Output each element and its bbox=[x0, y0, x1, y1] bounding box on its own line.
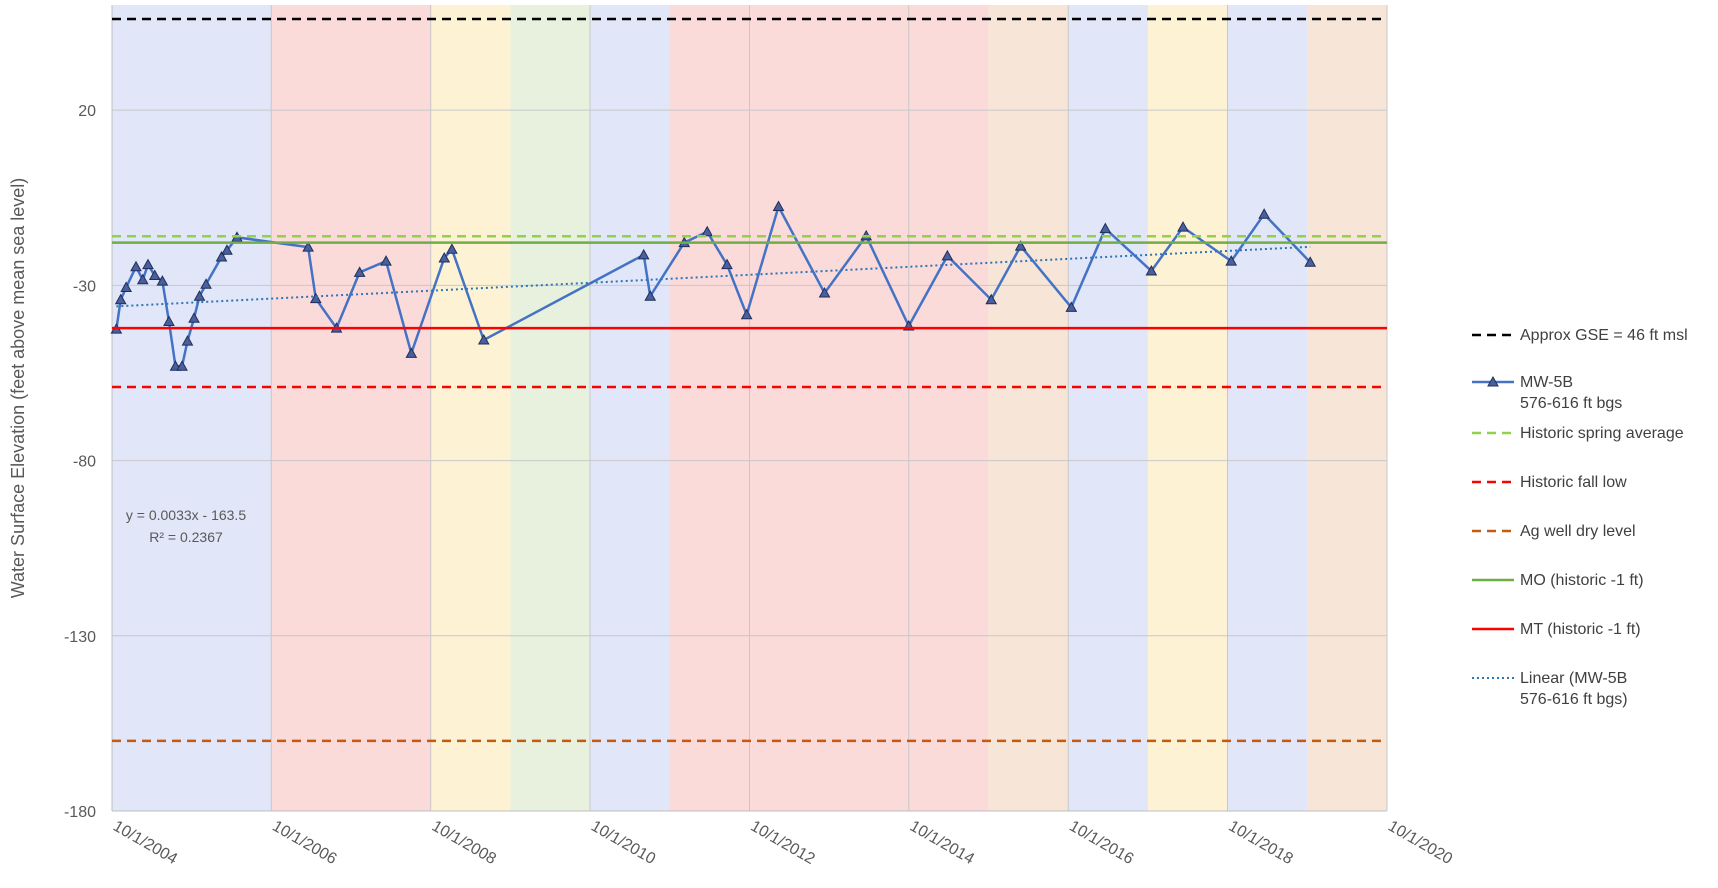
data-point bbox=[380, 255, 392, 266]
data-point bbox=[1145, 264, 1158, 276]
data-point bbox=[181, 335, 194, 346]
data-point bbox=[215, 250, 228, 262]
y-tick-label: -30 bbox=[73, 278, 96, 295]
legend-entry: Historic spring average bbox=[1470, 423, 1718, 444]
x-tick-label: 10/1/2012 bbox=[748, 818, 818, 868]
legend-entry: Historic fall low bbox=[1470, 472, 1718, 493]
legend-entry: MW-5B 576-616 ft bgs bbox=[1470, 372, 1718, 414]
x-tick-label: 10/1/2016 bbox=[1066, 818, 1136, 868]
legend-entry: MT (historic -1 ft) bbox=[1470, 619, 1718, 640]
legend-label: MT (historic -1 ft) bbox=[1520, 621, 1641, 638]
data-point bbox=[156, 275, 169, 286]
legend-swatch bbox=[1472, 578, 1514, 582]
y-tick-label: -130 bbox=[64, 629, 96, 646]
data-point bbox=[142, 258, 154, 270]
legend-swatch bbox=[1472, 627, 1514, 631]
year-band bbox=[1147, 5, 1228, 811]
trend-equation: y = 0.0033x - 163.5 bbox=[126, 507, 246, 523]
x-tick-label: 10/1/2010 bbox=[588, 818, 658, 868]
data-point bbox=[120, 281, 133, 292]
x-tick-label: 10/1/2004 bbox=[110, 818, 180, 868]
legend-label: Historic fall low bbox=[1520, 474, 1627, 491]
x-tick-label: 10/1/2018 bbox=[1226, 818, 1296, 868]
legend-marker bbox=[1487, 375, 1499, 387]
data-point bbox=[477, 333, 490, 345]
data-point bbox=[130, 260, 142, 272]
legend-label: MO (historic -1 ft) bbox=[1520, 572, 1644, 589]
legend-swatch bbox=[1472, 480, 1514, 484]
year-band bbox=[1307, 5, 1387, 811]
year-band bbox=[988, 5, 1069, 811]
data-point bbox=[701, 225, 714, 237]
legend-swatch bbox=[1472, 333, 1514, 337]
y-tick-label: -80 bbox=[73, 454, 96, 471]
y-tick-label: -180 bbox=[64, 804, 96, 821]
data-point bbox=[302, 241, 314, 252]
data-point bbox=[405, 347, 418, 358]
data-point bbox=[1014, 240, 1027, 251]
data-point bbox=[176, 360, 188, 371]
year-band bbox=[669, 5, 989, 811]
legend-swatch bbox=[1472, 431, 1514, 435]
data-point bbox=[637, 248, 650, 260]
data-point bbox=[772, 200, 785, 211]
data-point bbox=[818, 287, 831, 298]
y-axis-label: Water Surface Elevation (feet above mean… bbox=[8, 178, 28, 599]
legend-entry: Linear (MW-5B 576-616 ft bgs) bbox=[1470, 668, 1718, 710]
data-point bbox=[1225, 255, 1238, 266]
data-line bbox=[116, 245, 1311, 308]
data-point bbox=[148, 269, 161, 281]
legend-label: Ag well dry level bbox=[1520, 523, 1636, 540]
legend-swatch bbox=[1472, 529, 1514, 533]
x-tick-label: 10/1/2006 bbox=[269, 818, 339, 868]
data-point bbox=[644, 290, 657, 301]
data-point bbox=[114, 293, 127, 305]
data-point bbox=[1258, 208, 1271, 219]
data-point bbox=[188, 312, 200, 323]
data-point bbox=[163, 315, 175, 326]
data-point bbox=[740, 308, 753, 320]
year-band bbox=[430, 5, 511, 811]
legend-entry: Approx GSE = 46 ft msl bbox=[1470, 325, 1718, 346]
data-point bbox=[1177, 221, 1189, 232]
data-point bbox=[353, 266, 366, 277]
legend-entry: Ag well dry level bbox=[1470, 521, 1718, 542]
trend-equation: R² = 0.2367 bbox=[149, 529, 223, 545]
data-point bbox=[193, 290, 206, 301]
year-band bbox=[271, 5, 431, 811]
year-band bbox=[1227, 5, 1308, 811]
data-point bbox=[721, 258, 733, 270]
data-point bbox=[941, 249, 954, 261]
legend-label: Approx GSE = 46 ft msl bbox=[1520, 327, 1688, 344]
x-tick-label: 10/1/2008 bbox=[429, 818, 499, 868]
year-band bbox=[510, 5, 591, 811]
data-point bbox=[200, 278, 212, 289]
year-band bbox=[1068, 5, 1148, 811]
data-point bbox=[438, 251, 451, 263]
x-tick-label: 10/1/2020 bbox=[1385, 818, 1455, 868]
data-point bbox=[1304, 256, 1317, 267]
data-point bbox=[446, 243, 458, 254]
y-tick-label: 20 bbox=[78, 103, 96, 120]
legend-entry: MO (historic -1 ft) bbox=[1470, 570, 1718, 591]
legend-swatch bbox=[1472, 375, 1514, 387]
data-point bbox=[1065, 301, 1078, 312]
legend-label: Linear (MW-5B 576-616 ft bgs) bbox=[1520, 670, 1628, 708]
legend-label: Historic spring average bbox=[1520, 425, 1684, 442]
x-tick-label: 10/1/2014 bbox=[907, 818, 977, 868]
legend-label: MW-5B 576-616 ft bgs bbox=[1520, 374, 1623, 412]
year-band bbox=[590, 5, 670, 811]
year-band bbox=[112, 5, 272, 811]
data-point bbox=[985, 293, 998, 305]
data-point bbox=[136, 273, 149, 285]
data-point bbox=[309, 292, 322, 304]
data-point bbox=[1099, 222, 1112, 234]
data-point bbox=[221, 244, 233, 255]
legend-swatch bbox=[1472, 677, 1514, 679]
